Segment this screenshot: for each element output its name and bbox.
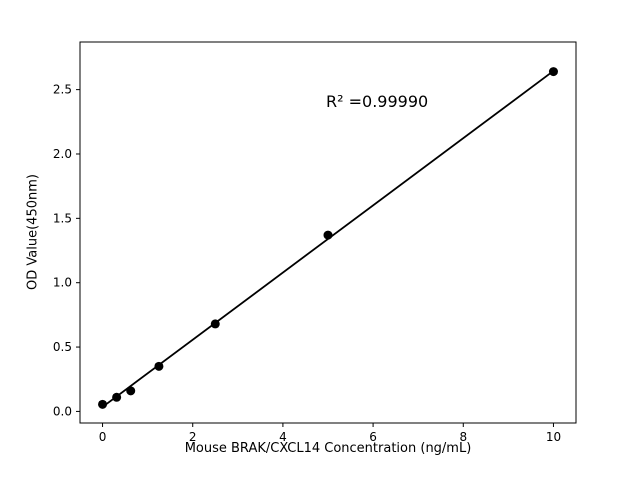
- data-point: [323, 230, 333, 240]
- data-point: [126, 386, 136, 396]
- r-squared-annotation: R² =0.99990: [326, 92, 429, 111]
- plot-frame: [79, 41, 577, 424]
- y-axis-label: OD Value(450nm): [25, 174, 41, 290]
- data-point: [112, 392, 122, 402]
- y-tick-label: 1.0: [53, 276, 72, 290]
- y-tick-label: 2.0: [53, 147, 72, 161]
- y-tick-label: 0.5: [53, 340, 72, 354]
- x-tick-label: 2: [189, 430, 197, 444]
- y-tick-label: 0.0: [53, 404, 72, 418]
- data-point: [548, 67, 558, 77]
- x-tick-label: 0: [99, 430, 107, 444]
- y-tick-label: 1.5: [53, 211, 72, 225]
- x-tick-label: 4: [279, 430, 287, 444]
- x-tick-label: 10: [546, 430, 561, 444]
- data-point: [98, 399, 108, 409]
- x-tick-label: 8: [459, 430, 467, 444]
- data-point: [210, 319, 220, 329]
- x-axis-label: Mouse BRAK/CXCL14 Concentration (ng/mL): [184, 441, 472, 456]
- y-tick-label: 2.5: [53, 83, 72, 97]
- data-point: [154, 361, 164, 371]
- x-tick-label: 6: [369, 430, 377, 444]
